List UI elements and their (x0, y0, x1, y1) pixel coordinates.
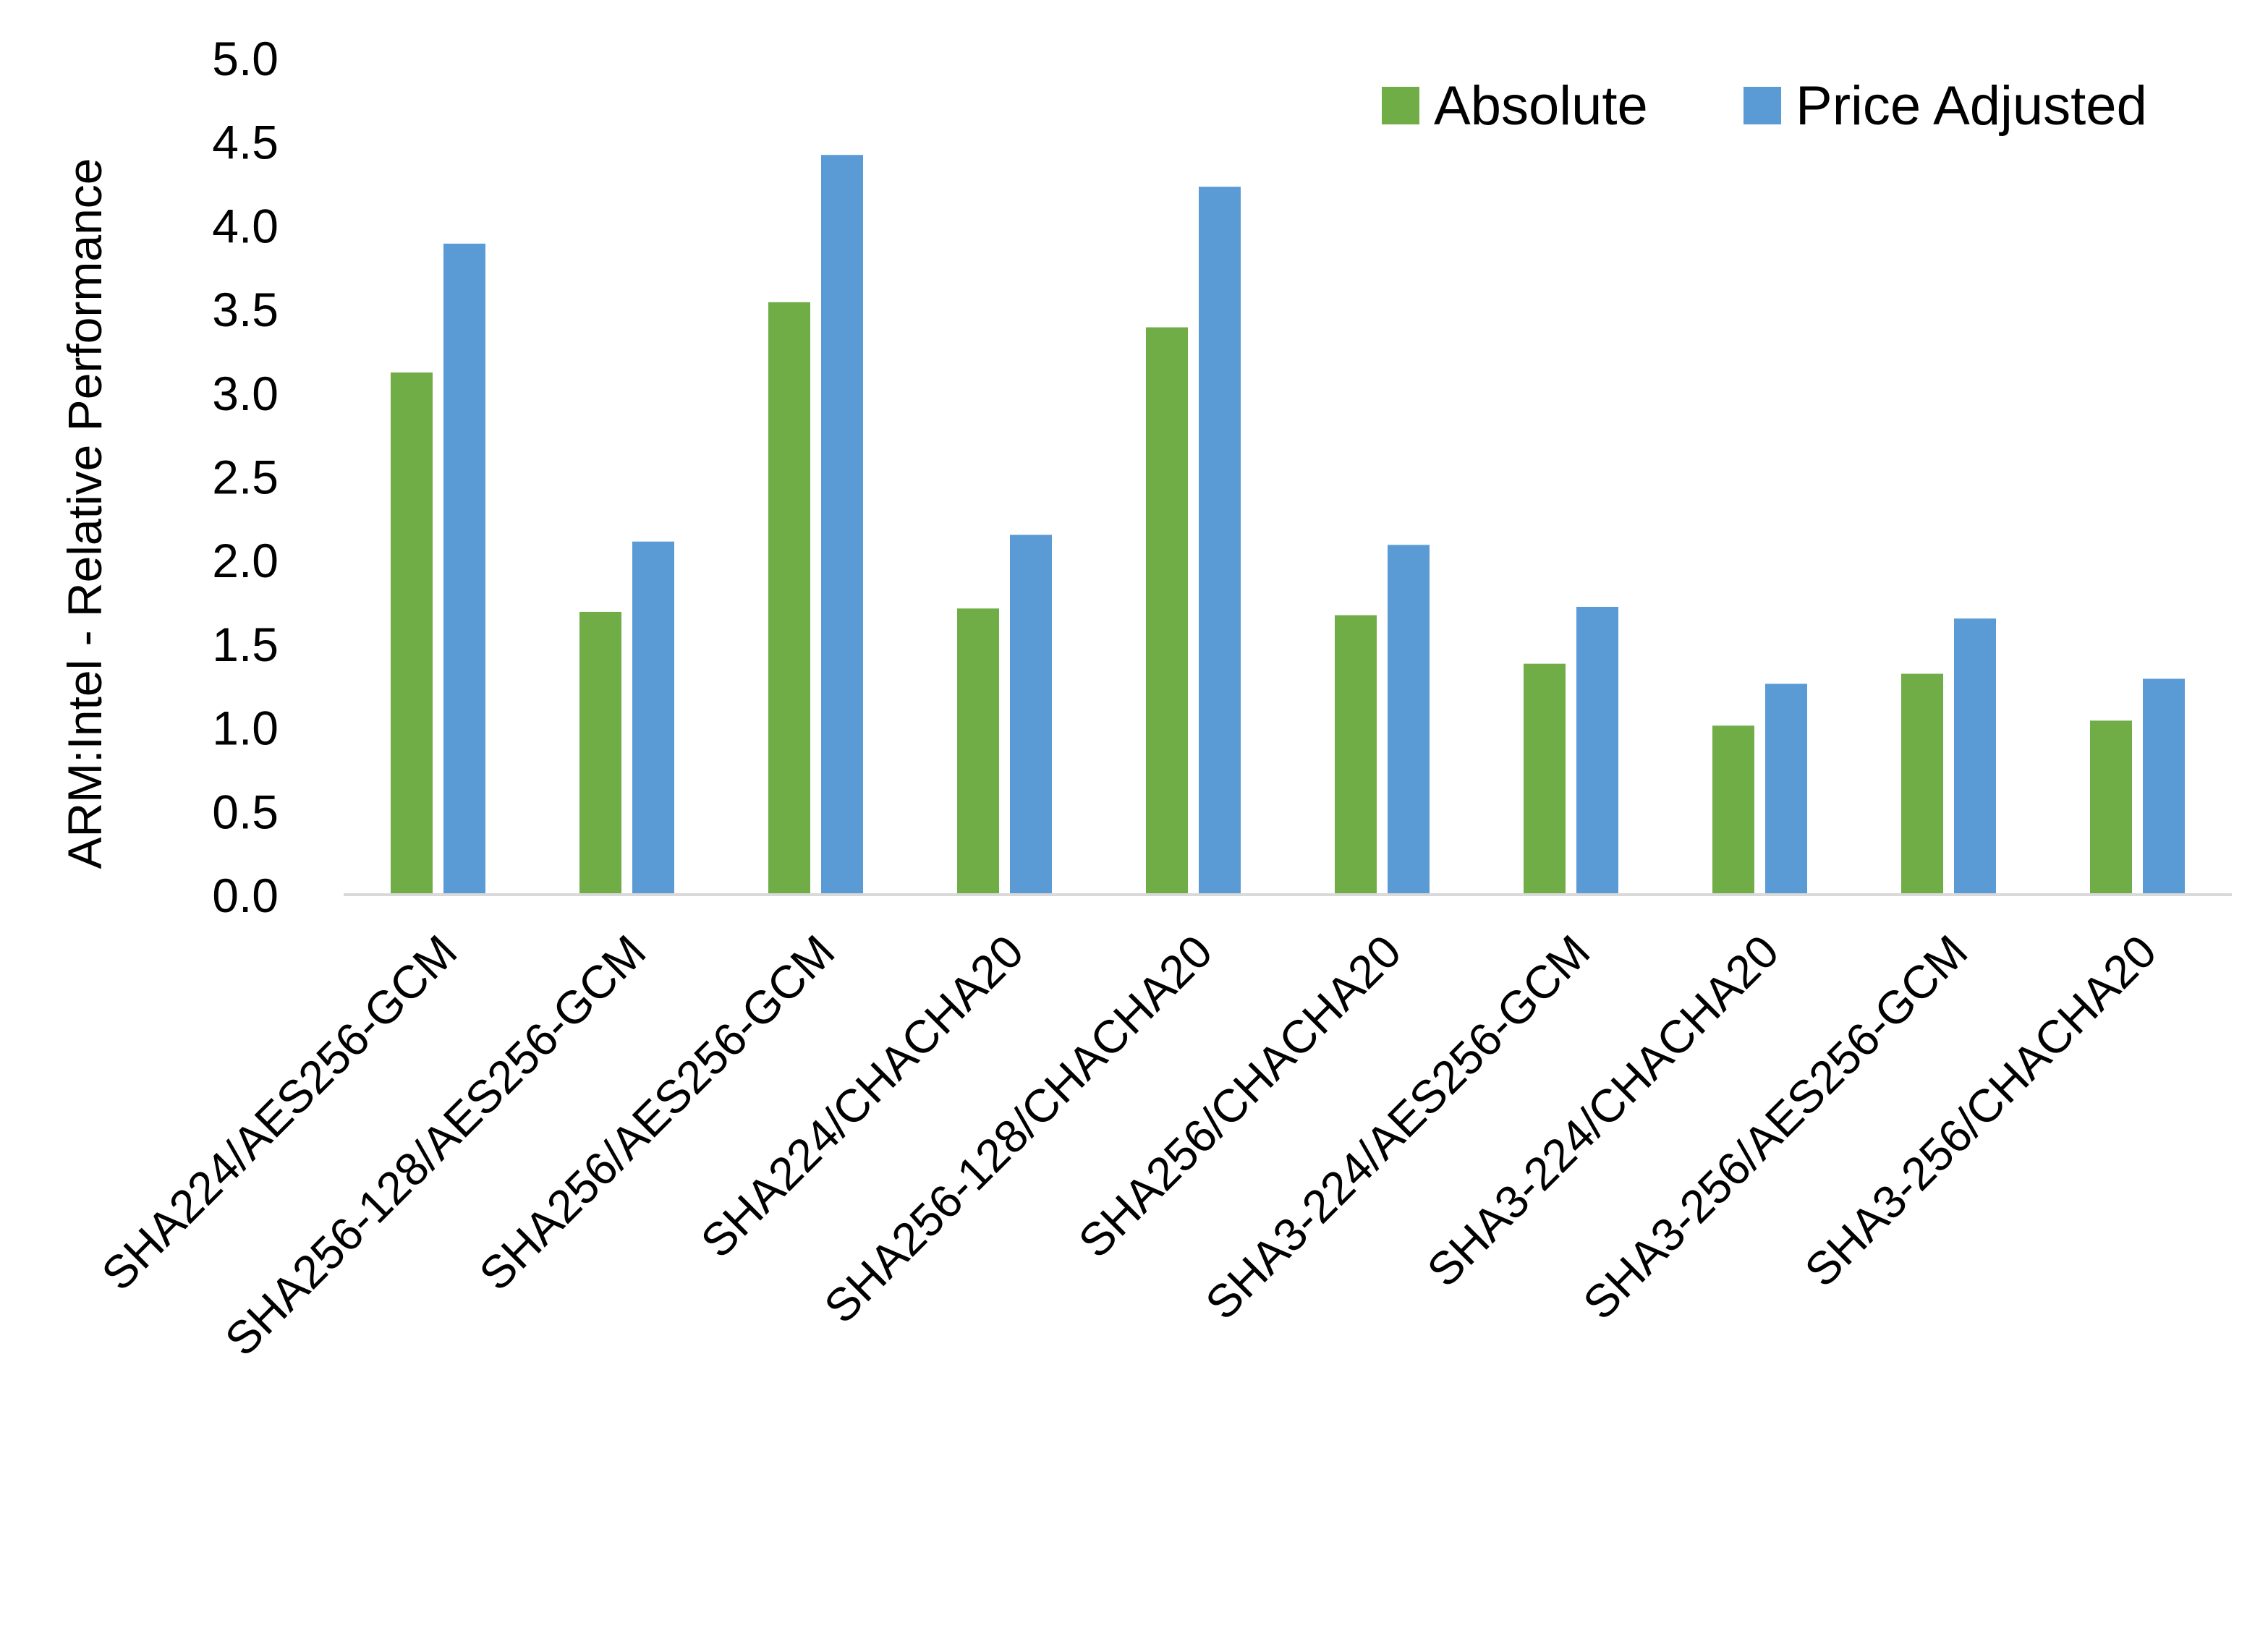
bar-price-adjusted (632, 541, 674, 895)
bars (391, 155, 2185, 895)
x-category-label: SHA224/CHACHA20 (691, 925, 1033, 1267)
bar-price-adjusted (1576, 606, 1618, 895)
bar-price-adjusted (1199, 187, 1241, 895)
y-axis-label: ARM:Intel - Relative Performance (58, 158, 111, 869)
x-category-label: SHA256-128/CHACHA20 (814, 925, 1222, 1333)
y-tick-label: 2.0 (212, 534, 279, 587)
legend: Absolute Price Adjusted (1382, 75, 2147, 137)
bar-price-adjusted (1010, 534, 1052, 895)
legend-label: Absolute (1434, 75, 1648, 137)
y-tick-label: 0.5 (212, 785, 279, 838)
x-category-label: SHA224/AES256-GCM (92, 925, 467, 1300)
bar-absolute (1901, 673, 1943, 895)
x-category-label: SHA3-224/AES256-GCM (1195, 925, 1600, 1329)
x-category-label: SHA3-256/CHACHA20 (1795, 925, 2167, 1297)
y-tick-label: 0.0 (212, 869, 279, 922)
bar-absolute (1146, 327, 1188, 895)
x-category-label: SHA256/CHACHA20 (1069, 925, 1411, 1267)
y-tick-label: 3.0 (212, 367, 279, 420)
bar-price-adjusted (1765, 683, 1807, 895)
bar-absolute (2090, 720, 2132, 895)
bar-absolute (768, 302, 810, 895)
x-category-label: SHA3-224/CHACHA20 (1417, 925, 1789, 1297)
x-category-label: SHA3-256/AES256-GCM (1573, 925, 1977, 1329)
bar-absolute (1524, 663, 1566, 895)
y-tick-label: 3.5 (212, 283, 279, 336)
bar-absolute (1335, 615, 1377, 895)
legend-swatch (1744, 87, 1781, 124)
y-tick-label: 1.5 (212, 618, 279, 671)
y-tick-label: 5.0 (212, 32, 279, 85)
y-tick-label: 2.5 (212, 451, 279, 504)
y-axis-ticks: 0.0 0.5 1.0 1.5 2.0 2.5 3.0 3.5 4.0 4.5 5.0 (212, 32, 279, 922)
bar-price-adjusted (443, 243, 485, 895)
y-tick-label: 4.0 (212, 199, 279, 252)
bar-price-adjusted (821, 155, 863, 895)
x-category-label: SHA256/AES256-GCM (470, 925, 845, 1300)
x-axis-categories: SHA224/AES256-GCMSHA256-128/AES256-GCMSH… (92, 925, 2167, 1366)
legend-label: Price Adjusted (1796, 75, 2147, 137)
bar-absolute (957, 608, 999, 895)
bar-absolute (1712, 725, 1754, 895)
y-tick-label: 1.0 (212, 702, 279, 755)
bar-price-adjusted (1388, 545, 1430, 895)
bar-absolute (391, 372, 433, 895)
bar-absolute (579, 611, 621, 895)
legend-swatch (1382, 87, 1419, 124)
bar-price-adjusted (2143, 678, 2185, 895)
y-tick-label: 4.5 (212, 116, 279, 169)
bar-price-adjusted (1954, 618, 1996, 895)
